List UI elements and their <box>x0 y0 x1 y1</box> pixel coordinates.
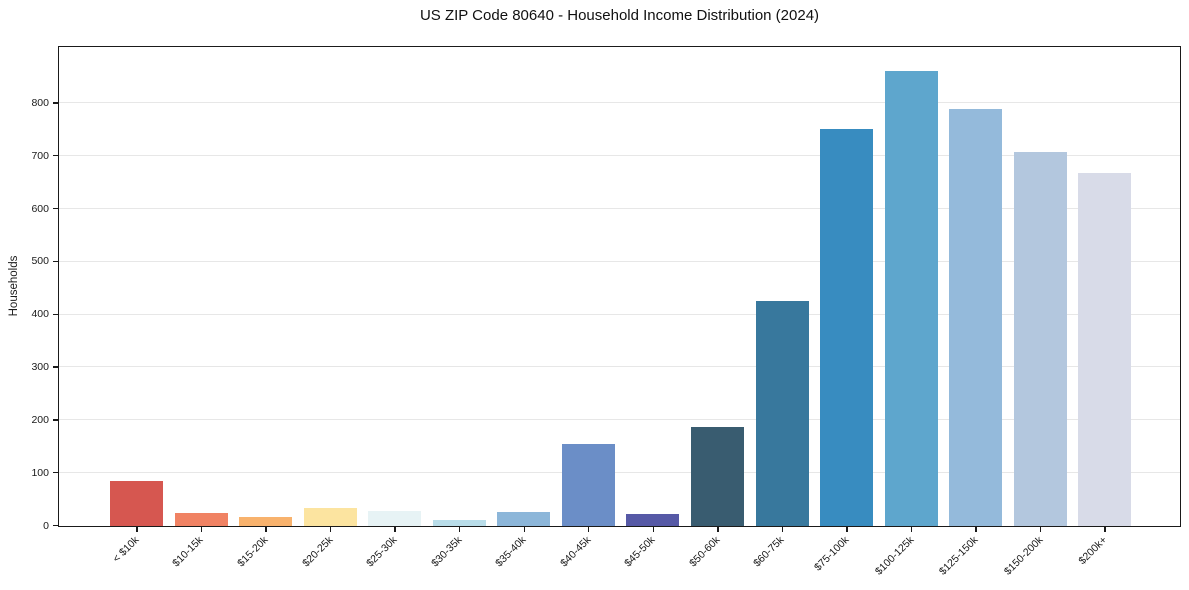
bar-$10-15k <box>174 513 228 526</box>
x-tick-mark <box>394 527 396 532</box>
y-tick-label: 200 <box>31 413 49 426</box>
gridline <box>59 260 1180 262</box>
gridline <box>59 313 1180 315</box>
y-tick-label: 600 <box>31 202 49 215</box>
y-tick-mark <box>53 313 58 315</box>
y-tick-mark <box>53 366 58 368</box>
y-tick-label: 800 <box>31 96 49 109</box>
gridline <box>59 155 1180 157</box>
gridline <box>59 419 1180 421</box>
x-tick-mark <box>458 527 461 532</box>
y-tick-mark <box>53 207 58 210</box>
x-tick-mark <box>975 527 977 532</box>
gridline <box>59 472 1180 474</box>
gridline <box>59 102 1180 104</box>
bar-$40-45k <box>561 443 615 526</box>
y-tick-label: 0 <box>43 519 49 532</box>
y-tick-label: 700 <box>31 149 49 162</box>
x-tick-mark <box>781 527 784 532</box>
bar-$15-20k <box>239 517 293 526</box>
bar-$125-150k <box>949 108 1003 526</box>
x-tick-mark <box>717 527 719 532</box>
x-tick-mark <box>846 527 848 532</box>
x-tick-mark <box>329 527 332 532</box>
bar-$200k+ <box>1078 173 1132 526</box>
x-tick-mark <box>136 527 138 532</box>
y-tick-label: 300 <box>31 361 49 374</box>
plot-area <box>58 46 1181 527</box>
bar-$25-30k <box>368 510 422 526</box>
y-axis-label: Households <box>8 255 20 317</box>
y-tick-label: 100 <box>31 466 49 479</box>
y-tick-label: 400 <box>31 308 49 321</box>
x-tick-mark <box>1039 527 1042 532</box>
bar-$50-60k <box>690 427 744 526</box>
gridline <box>59 207 1180 209</box>
x-tick-label: < $10k <box>110 534 142 565</box>
x-tick-mark <box>523 527 525 532</box>
bar-$60-75k <box>755 301 809 526</box>
y-tick-mark <box>53 419 58 421</box>
bar-$45-50k <box>626 514 680 526</box>
bar-$20-25k <box>303 507 357 526</box>
y-tick-mark <box>53 155 58 157</box>
y-tick-mark <box>53 472 58 474</box>
x-tick-mark <box>910 527 913 532</box>
bar-< $10k <box>110 481 163 526</box>
bar-$75-100k <box>820 129 874 526</box>
x-tick-mark <box>588 527 590 532</box>
bar-$35-40k <box>497 511 551 526</box>
x-tick-mark <box>265 527 267 532</box>
x-tick-mark <box>1104 527 1106 532</box>
y-tick-mark <box>53 102 58 104</box>
bar-$150-200k <box>1013 152 1067 526</box>
x-tick-mark <box>652 527 654 532</box>
bar-$30-35k <box>432 519 486 526</box>
y-tick-mark <box>53 524 58 527</box>
gridline <box>59 366 1180 368</box>
y-tick-label: 500 <box>31 255 49 268</box>
chart-title: US ZIP Code 80640 - Household Income Dis… <box>419 7 820 24</box>
bar-$100-125k <box>884 71 938 526</box>
y-tick-mark <box>53 260 58 263</box>
x-tick-mark <box>200 527 203 532</box>
